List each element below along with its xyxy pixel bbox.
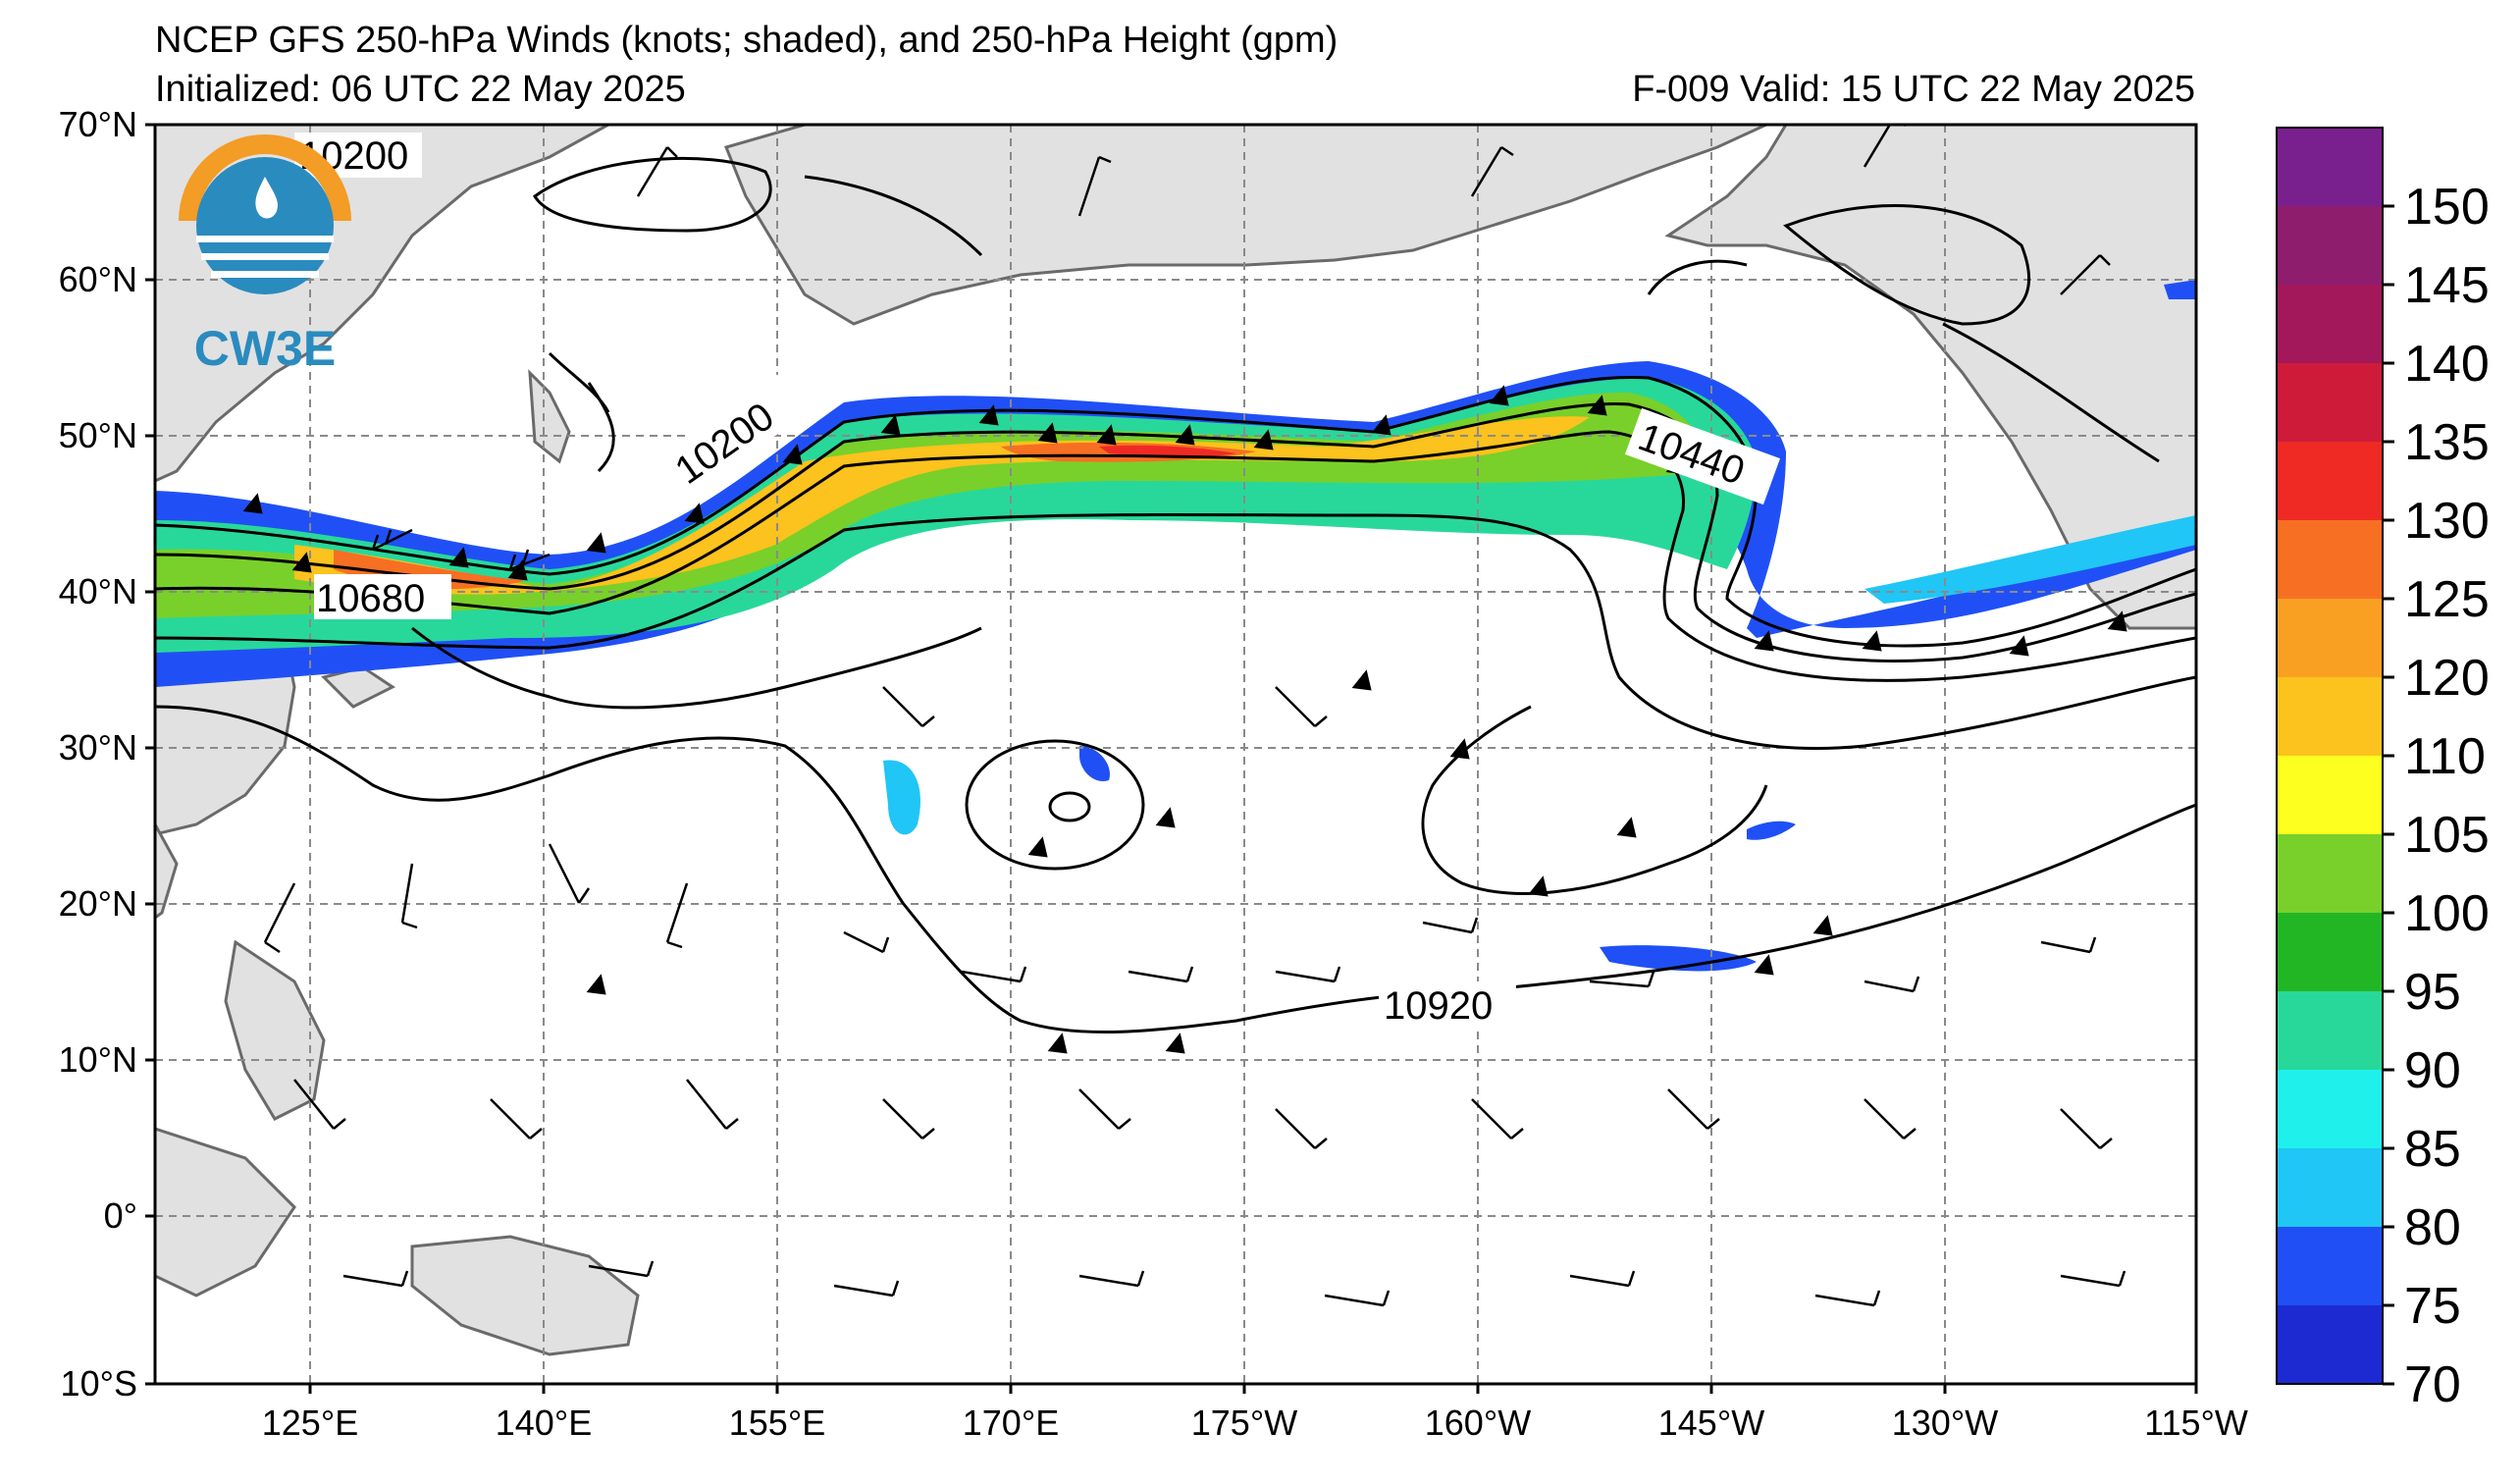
colorbar-label: 105	[2404, 807, 2490, 864]
colorbar-label: 75	[2404, 1278, 2461, 1335]
colorbar-swatch	[2277, 991, 2383, 1071]
colorbar-label: 95	[2404, 964, 2461, 1021]
colorbar-swatch	[2277, 1227, 2383, 1306]
colorbar-label: 90	[2404, 1042, 2461, 1099]
colorbar-swatch	[2277, 913, 2383, 992]
logo-text: CW3E	[194, 321, 336, 376]
colorbar-label: 110	[2404, 728, 2486, 785]
lon-label-170e: 170°E	[963, 1403, 1059, 1443]
land	[155, 125, 2196, 1356]
lon-label-155e: 155°E	[729, 1403, 825, 1443]
lat-label-50n: 50°N	[59, 415, 137, 455]
colorbar-swatch	[2277, 677, 2383, 757]
wind-barbs	[242, 125, 2127, 1307]
colorbar-swatch	[2277, 1148, 2383, 1228]
lat-label-0: 0°	[104, 1195, 137, 1236]
lon-label-160w: 160°W	[1425, 1403, 1531, 1443]
lon-label-130w: 130°W	[1892, 1403, 1998, 1443]
tick-marks	[145, 123, 2198, 1394]
lat-label-30n: 30°N	[59, 727, 137, 768]
colorbar-swatch	[2277, 1070, 2383, 1149]
colorbar-swatch	[2277, 599, 2383, 678]
lat-label-70n: 70°N	[59, 104, 137, 144]
colorbar-swatch	[2277, 756, 2383, 835]
colorbar: 150 145 140 135 130 125 120 110 105 100 95 90 85 80 75…	[2276, 127, 2490, 1413]
colorbar-label: 150	[2404, 179, 2490, 236]
contour-label-10920: 10920	[1384, 984, 1493, 1028]
colorbar-label: 140	[2404, 336, 2490, 393]
logo-ring-icon	[179, 134, 351, 222]
colorbar-swatch	[2277, 1305, 2383, 1385]
colorbar-label: 80	[2404, 1199, 2461, 1256]
colorbar-label: 70	[2404, 1356, 2461, 1413]
logo-drop-icon	[255, 177, 279, 219]
lon-label-140e: 140°E	[496, 1403, 592, 1443]
map-frame	[153, 123, 2198, 1386]
latitude-labels: 70°N 60°N 50°N 40°N 30°N 20°N 10°N 0° 10…	[59, 104, 137, 1404]
lat-label-20n: 20°N	[59, 883, 137, 924]
height-contours	[155, 156, 2196, 1034]
lon-label-125e: 125°E	[262, 1403, 358, 1443]
colorbar-swatch	[2277, 520, 2383, 600]
lat-label-10n: 10°N	[59, 1039, 137, 1080]
colorbar-swatch	[2277, 128, 2383, 207]
colorbar-label: 125	[2404, 571, 2490, 628]
colorbar-label: 85	[2404, 1121, 2461, 1178]
lat-label-40n: 40°N	[59, 571, 137, 611]
cw3e-logo: CW3E	[179, 134, 351, 376]
lon-label-175w: 175°W	[1191, 1403, 1297, 1443]
lat-label-10s: 10°S	[61, 1363, 137, 1404]
contour-label-10680: 10680	[316, 577, 425, 620]
colorbar-label: 120	[2404, 650, 2490, 707]
colorbar-swatch	[2277, 206, 2383, 286]
lat-label-60n: 60°N	[59, 259, 137, 299]
lon-label-115w: 115°W	[2144, 1403, 2248, 1443]
colorbar-swatch	[2277, 442, 2383, 521]
map-area: 10200 10200 10440 10680 10920	[155, 125, 2196, 1384]
valid-time: F-009 Valid: 15 UTC 22 May 2025	[1632, 69, 2195, 110]
colorbar-swatch	[2277, 834, 2383, 914]
longitude-labels: 125°E 140°E 155°E 170°E 175°W 160°W 145°…	[262, 1403, 2248, 1443]
colorbar-label: 100	[2404, 885, 2490, 942]
lon-label-145w: 145°W	[1658, 1403, 1764, 1443]
colorbar-label: 130	[2404, 493, 2490, 550]
colorbar-swatch	[2277, 363, 2383, 443]
colorbar-label: 135	[2404, 414, 2490, 471]
colorbar-label: 145	[2404, 257, 2490, 314]
init-time: Initialized: 06 UTC 22 May 2025	[155, 69, 686, 110]
colorbar-swatch	[2277, 285, 2383, 364]
map-title: NCEP GFS 250-hPa Winds (knots; shaded), …	[155, 20, 1339, 61]
